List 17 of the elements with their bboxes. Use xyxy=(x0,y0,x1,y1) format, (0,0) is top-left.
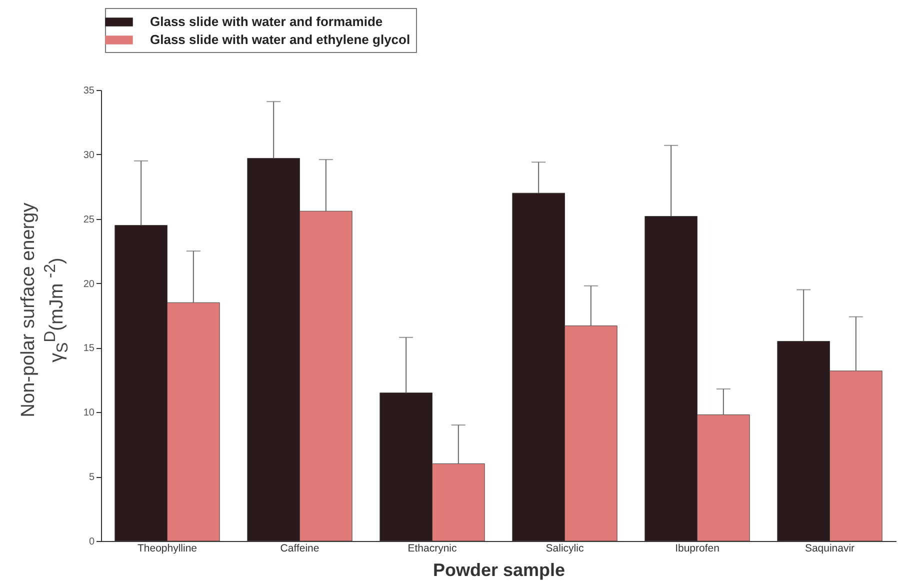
x-tick-label: Ethacrynic xyxy=(408,542,457,554)
x-tick-label: Salicylic xyxy=(546,542,584,554)
x-tick-label: Caffeine xyxy=(280,542,320,554)
legend-label: Glass slide with water and ethylene glycol xyxy=(150,32,410,47)
x-tick-label: Ibuprofen xyxy=(675,542,720,554)
y-tick-label: 5 xyxy=(88,472,95,484)
x-tick-label: Theophylline xyxy=(137,542,198,554)
legend-label: Glass slide with water and formamide xyxy=(150,14,383,29)
y-tick-label: 35 xyxy=(83,86,95,96)
y-tick-label: 20 xyxy=(83,278,95,290)
x-tick-label: Saquinavir xyxy=(804,542,856,554)
y-tick-label: 30 xyxy=(83,150,95,161)
y-tick-label: 10 xyxy=(83,408,95,419)
y-tick-label: 15 xyxy=(83,343,95,354)
x-axis-title: Powder sample xyxy=(432,560,566,580)
y-tick-label: 25 xyxy=(83,214,95,226)
y-tick-label: 0 xyxy=(88,536,95,548)
